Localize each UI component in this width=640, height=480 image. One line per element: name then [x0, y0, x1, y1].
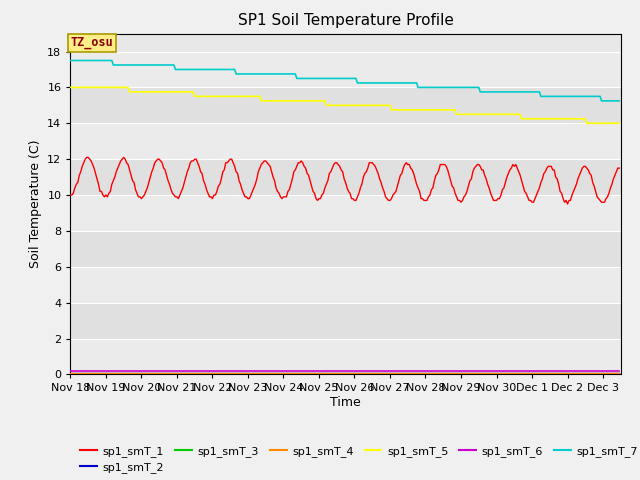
- Bar: [70, 159, 621, 195]
- Bar: [70, 231, 621, 267]
- Title: SP1 Soil Temperature Profile: SP1 Soil Temperature Profile: [237, 13, 454, 28]
- Y-axis label: Soil Temperature (C): Soil Temperature (C): [29, 140, 42, 268]
- Bar: [70, 303, 621, 338]
- Bar: [70, 87, 621, 123]
- Bar: [70, 51, 621, 87]
- Bar: [70, 123, 621, 159]
- Text: TZ_osu: TZ_osu: [71, 36, 113, 49]
- Bar: [70, 195, 621, 231]
- X-axis label: Time: Time: [330, 396, 361, 409]
- Bar: [70, 338, 621, 374]
- Bar: [70, 267, 621, 303]
- Legend: sp1_smT_1, sp1_smT_2, sp1_smT_3, sp1_smT_4, sp1_smT_5, sp1_smT_6, sp1_smT_7: sp1_smT_1, sp1_smT_2, sp1_smT_3, sp1_smT…: [76, 441, 640, 478]
